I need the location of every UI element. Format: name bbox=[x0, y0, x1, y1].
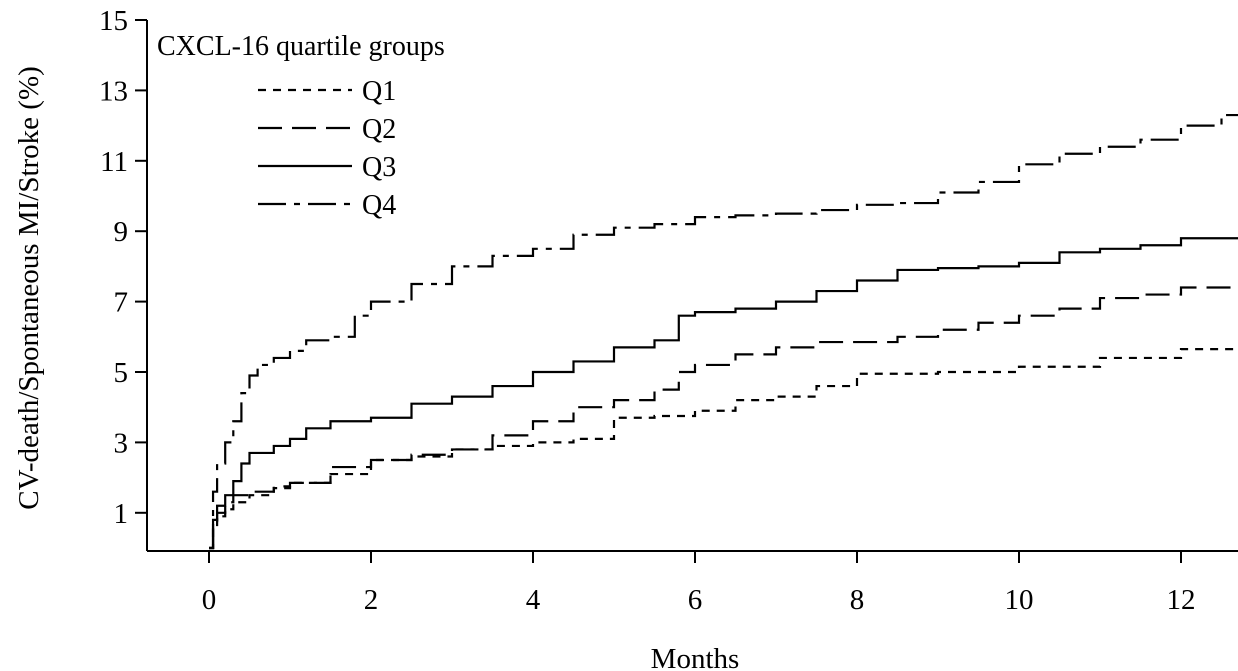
legend-label-q3: Q3 bbox=[362, 152, 396, 183]
y-tick-label: 15 bbox=[99, 5, 128, 37]
x-tick-label: 2 bbox=[364, 584, 379, 616]
y-tick-label: 5 bbox=[114, 357, 129, 389]
x-tick-label: 10 bbox=[1005, 584, 1034, 616]
series-line-q2 bbox=[209, 286, 1238, 550]
y-tick-label: 13 bbox=[99, 75, 128, 107]
x-tick-label: 6 bbox=[688, 584, 703, 616]
y-tick-label: 9 bbox=[114, 216, 129, 248]
axes bbox=[146, 20, 1238, 552]
series-line-q4 bbox=[209, 113, 1238, 550]
y-tick-label: 1 bbox=[114, 498, 129, 530]
y-tick-label: 7 bbox=[114, 287, 129, 319]
y-tick-label: 3 bbox=[114, 427, 129, 459]
x-axis-title: Months bbox=[651, 643, 740, 671]
x-tick-label: 12 bbox=[1167, 584, 1196, 616]
legend: CXCL-16 quartile groups Q1 Q2 Q3 Q4 bbox=[157, 31, 445, 221]
x-tick-label: 0 bbox=[202, 584, 217, 616]
series-line-q3 bbox=[209, 237, 1238, 550]
legend-label-q4: Q4 bbox=[362, 190, 396, 221]
legend-title: CXCL-16 quartile groups bbox=[157, 31, 445, 62]
y-tick-label: 11 bbox=[100, 146, 128, 178]
series-line-q1 bbox=[209, 348, 1238, 550]
x-tick-label: 4 bbox=[526, 584, 541, 616]
legend-label-q2: Q2 bbox=[362, 114, 396, 145]
series-lines bbox=[209, 113, 1238, 550]
legend-label-q1: Q1 bbox=[362, 76, 396, 107]
y-axis-title: CV-death/Spontaneous MI/Stroke (%) bbox=[13, 66, 45, 510]
x-tick-label: 8 bbox=[850, 584, 865, 616]
